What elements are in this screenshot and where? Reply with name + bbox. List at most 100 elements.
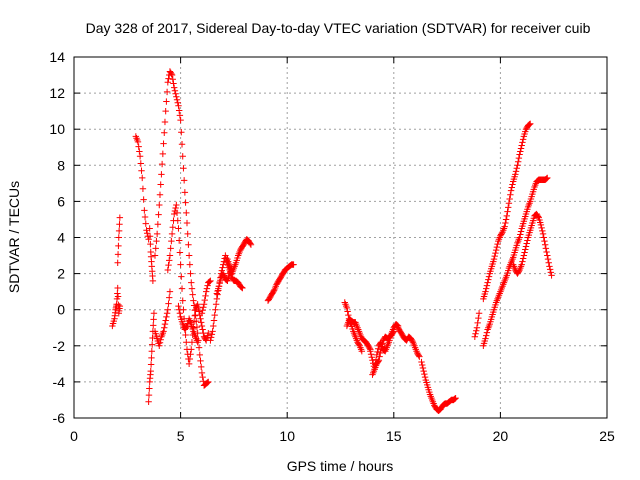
data-point (155, 211, 162, 218)
data-point (179, 153, 186, 160)
data-point (546, 266, 554, 273)
data-point (490, 255, 498, 263)
data-point (520, 252, 528, 259)
data-point (199, 373, 206, 381)
data-point (371, 366, 378, 373)
data-point (198, 319, 205, 326)
data-point (178, 141, 186, 148)
data-point (516, 151, 523, 158)
data-point (166, 257, 173, 264)
data-point (165, 261, 172, 269)
data-point (482, 332, 490, 339)
data-point (518, 142, 525, 149)
data-point (519, 139, 526, 146)
data-point (367, 348, 374, 355)
data-point (485, 273, 493, 280)
data-point (154, 221, 162, 228)
data-point (156, 191, 164, 198)
data-point (116, 221, 123, 228)
data-point (184, 230, 191, 238)
data-point (209, 328, 216, 335)
data-point (473, 324, 481, 331)
plot-frame (73, 56, 608, 419)
data-point (198, 363, 205, 371)
data-point (420, 367, 427, 375)
data-point (502, 216, 510, 223)
data-point (238, 284, 245, 291)
data-point (195, 344, 203, 351)
data-point (188, 346, 195, 353)
data-point (175, 225, 182, 232)
data-point (485, 276, 492, 283)
data-point (188, 279, 195, 286)
data-point (219, 264, 226, 271)
data-point (173, 209, 181, 217)
data-point (138, 167, 145, 174)
data-point (491, 252, 498, 260)
data-point (175, 102, 182, 109)
data-point (150, 310, 158, 317)
data-point (218, 267, 226, 274)
data-point (163, 88, 171, 96)
data-point (156, 339, 164, 346)
data-point (237, 283, 245, 291)
y-tick-label: 0 (57, 302, 65, 318)
data-point (494, 240, 501, 248)
data-point (163, 98, 170, 105)
data-point (198, 322, 206, 330)
data-point (145, 391, 153, 399)
data-point (166, 294, 173, 301)
data-point (205, 278, 213, 286)
data-point (194, 301, 201, 308)
data-point (199, 326, 206, 333)
data-point (157, 181, 164, 188)
data-point (171, 87, 179, 94)
data-point (146, 225, 153, 232)
data-point (193, 323, 201, 331)
data-point (546, 263, 553, 270)
data-point (114, 290, 121, 297)
x-tick-label: 15 (386, 428, 402, 444)
data-point (194, 338, 201, 346)
x-tick-labels: 0 5 10 15 20 25 (70, 428, 615, 444)
data-point (161, 129, 168, 137)
data-point (158, 160, 166, 168)
data-point (197, 315, 204, 322)
data-point (471, 333, 479, 340)
y-tick-label: 14 (49, 49, 65, 65)
data-point (482, 335, 489, 342)
data-point (202, 288, 210, 295)
data-point (168, 71, 176, 79)
data-point (162, 317, 169, 324)
data-point (152, 245, 159, 252)
data-point (170, 80, 177, 87)
data-point (165, 75, 172, 82)
data-point (451, 395, 459, 402)
data-point (247, 241, 255, 248)
data-point (217, 277, 224, 284)
data-point (542, 175, 550, 183)
data-point (205, 378, 212, 386)
data-point (452, 394, 459, 402)
data-point (518, 261, 525, 268)
data-point (137, 160, 145, 167)
data-point (162, 107, 169, 115)
data-point (513, 165, 520, 172)
data-point (150, 322, 157, 329)
data-point (519, 255, 527, 262)
data-point (198, 369, 206, 377)
y-tick-label: -4 (53, 374, 66, 390)
data-point (502, 219, 509, 227)
data-point (180, 165, 187, 172)
data-point (135, 143, 142, 150)
data-point (183, 323, 190, 331)
data-point (367, 351, 375, 358)
data-point (492, 246, 500, 254)
data-point (191, 312, 199, 319)
data-point (519, 258, 526, 265)
data-point (515, 154, 523, 162)
data-point (493, 243, 501, 251)
data-point (205, 329, 212, 337)
data-point (547, 269, 555, 276)
data-point (149, 334, 156, 342)
